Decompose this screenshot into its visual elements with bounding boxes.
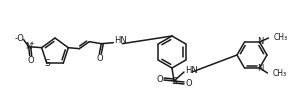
Text: O: O	[156, 74, 163, 83]
Text: +: +	[30, 41, 34, 46]
Text: N: N	[257, 64, 264, 73]
Text: -O: -O	[15, 34, 25, 43]
Text: O: O	[27, 56, 34, 65]
Text: S: S	[171, 76, 177, 85]
Text: HN: HN	[185, 65, 198, 74]
Text: O: O	[96, 54, 103, 63]
Text: HN: HN	[114, 36, 127, 45]
Text: N: N	[257, 37, 264, 46]
Text: O: O	[185, 79, 192, 87]
Text: N: N	[25, 42, 32, 51]
Text: CH₃: CH₃	[273, 33, 288, 41]
Text: CH₃: CH₃	[272, 70, 287, 79]
Text: S: S	[45, 59, 50, 68]
